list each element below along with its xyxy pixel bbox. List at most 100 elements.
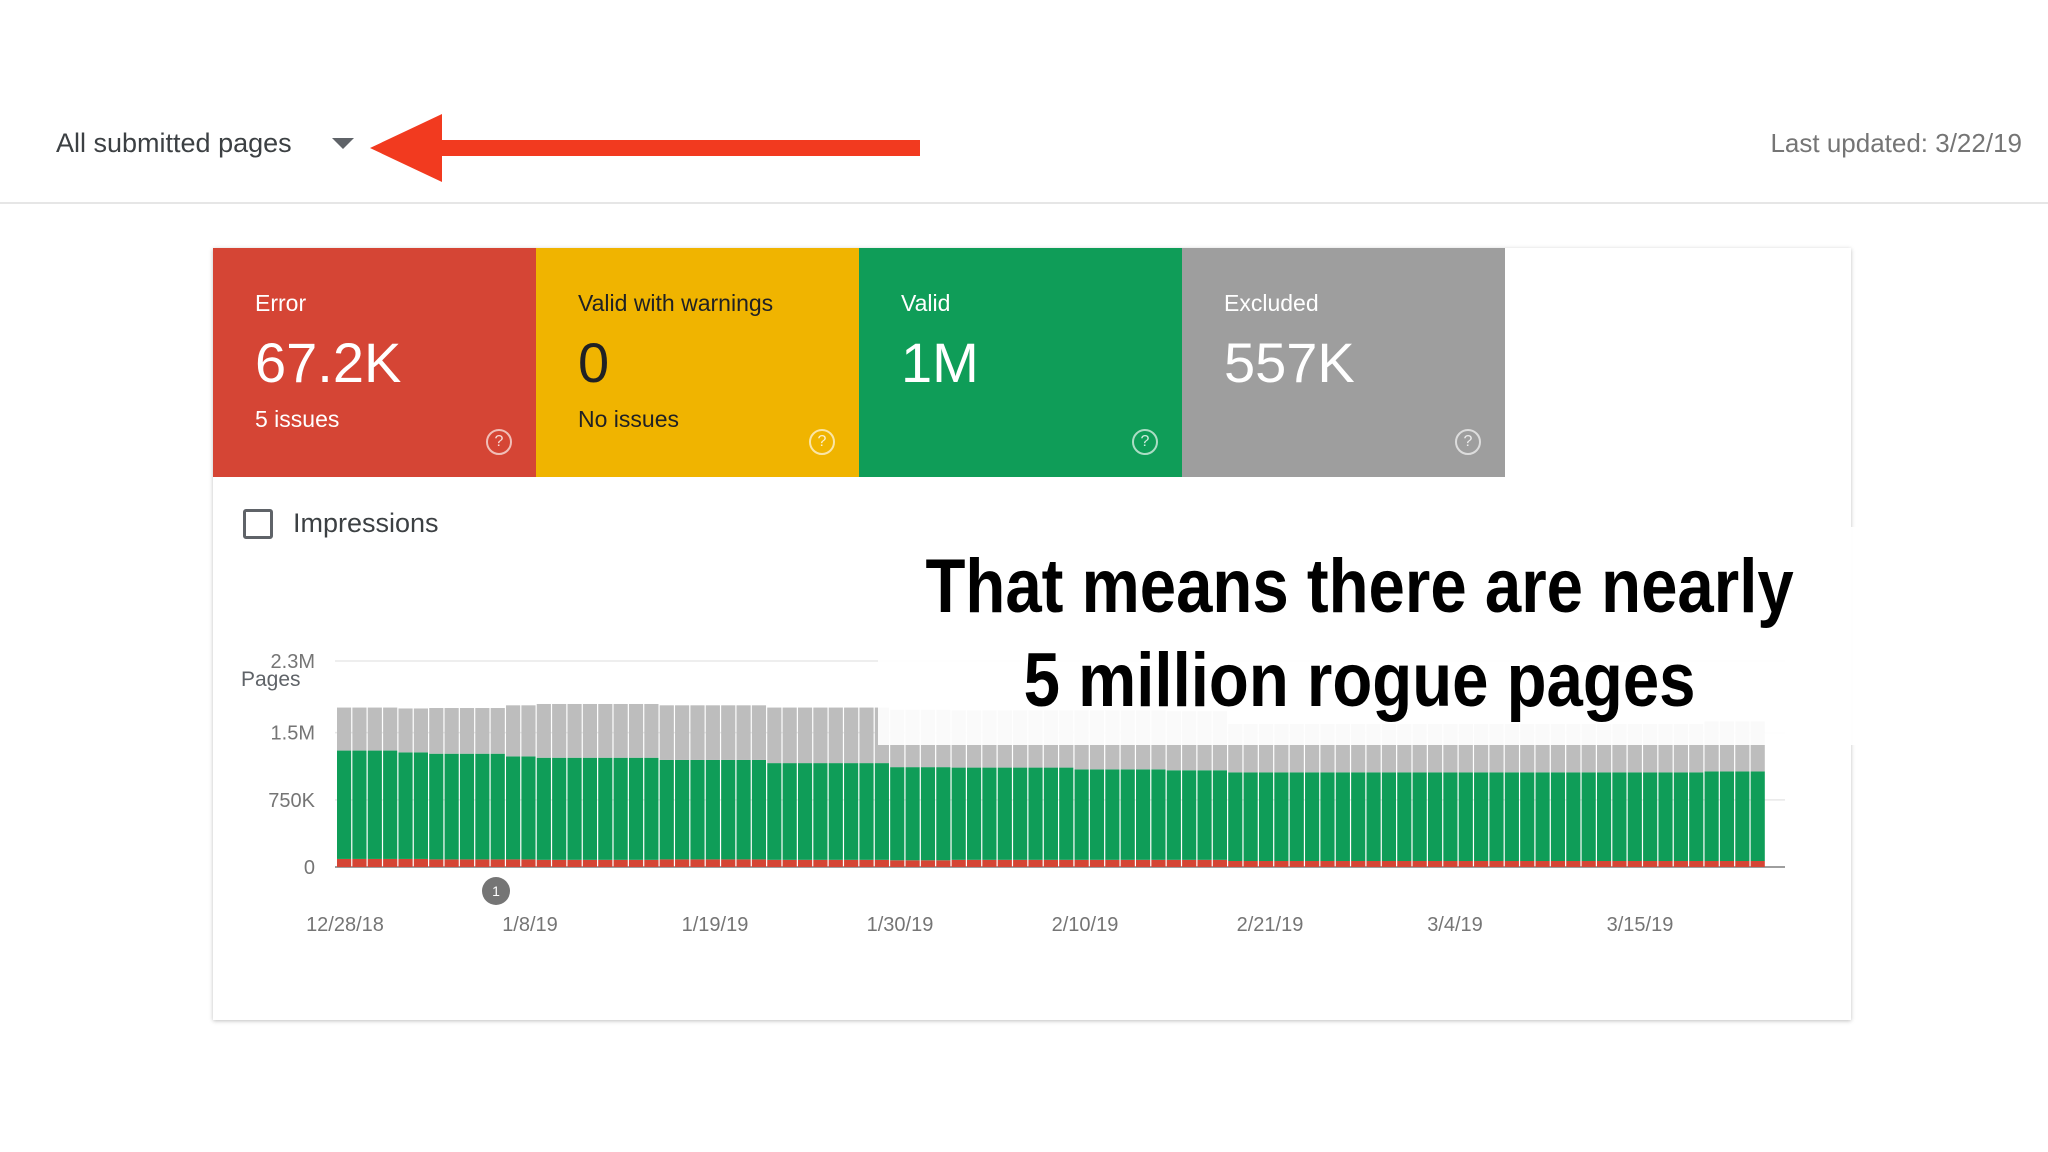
bar-error[interactable] [1520,861,1535,867]
bar-valid[interactable] [1612,772,1627,861]
bar-error[interactable] [506,859,521,867]
bar-valid[interactable] [905,767,920,861]
bar-valid[interactable] [475,753,490,860]
bar-valid[interactable] [459,753,475,860]
bar-valid[interactable] [1274,772,1289,861]
bar-error[interactable] [1658,861,1673,867]
bar-error[interactable] [690,859,705,867]
bar-valid[interactable] [1351,772,1366,861]
bar-error[interactable] [582,859,598,867]
bar-valid[interactable] [1013,767,1028,860]
bar-error[interactable] [1105,859,1120,867]
bar-valid[interactable] [920,767,936,861]
bar-valid[interactable] [1458,772,1473,861]
bar-valid[interactable] [1443,772,1458,861]
bar-valid[interactable] [1043,767,1058,860]
bar-valid[interactable] [613,757,628,860]
bar-error[interactable] [536,859,551,867]
bar-error[interactable] [1059,859,1074,867]
bar-valid[interactable] [1028,767,1043,860]
bar-excluded[interactable] [628,703,644,758]
bar-valid[interactable] [1381,772,1397,861]
help-icon[interactable]: ? [809,429,835,455]
bar-error[interactable] [1443,861,1458,867]
bar-valid[interactable] [1750,771,1765,861]
bar-valid[interactable] [982,767,997,860]
bar-excluded[interactable] [337,707,352,751]
bar-error[interactable] [905,860,920,867]
bar-excluded[interactable] [705,705,720,760]
bar-error[interactable] [475,859,490,867]
bar-valid[interactable] [736,759,751,860]
bar-excluded[interactable] [675,705,690,760]
bar-excluded[interactable] [367,707,382,751]
bar-valid[interactable] [1182,770,1197,860]
bar-valid[interactable] [1212,770,1228,860]
bar-error[interactable] [613,859,628,867]
bar-error[interactable] [797,859,813,867]
bar-valid[interactable] [1243,772,1258,861]
bar-error[interactable] [1305,861,1320,867]
bar-excluded[interactable] [459,708,475,754]
bar-valid[interactable] [398,752,413,859]
bar-valid[interactable] [1550,772,1566,861]
bar-valid[interactable] [598,757,613,860]
bar-error[interactable] [1120,859,1135,867]
bar-valid[interactable] [1719,771,1735,861]
tile-valid-with-warnings[interactable]: Valid with warnings 0 No issues ? [536,248,859,477]
bar-valid[interactable] [552,757,567,860]
bar-error[interactable] [1397,861,1412,867]
bar-error[interactable] [1381,861,1397,867]
bar-valid[interactable] [1689,772,1704,861]
bar-valid[interactable] [751,759,767,860]
bar-valid[interactable] [1166,770,1181,860]
bar-valid[interactable] [1089,769,1105,860]
bar-excluded[interactable] [598,703,613,758]
bar-valid[interactable] [1397,772,1412,861]
bar-valid[interactable] [828,763,843,860]
bar-valid[interactable] [1673,772,1688,861]
bar-excluded[interactable] [844,707,859,764]
bar-valid[interactable] [1105,769,1120,860]
tile-valid[interactable]: Valid 1M ? [859,248,1182,477]
bar-valid[interactable] [1489,772,1504,861]
bar-valid[interactable] [567,757,582,860]
bar-error[interactable] [1136,859,1151,867]
bar-excluded[interactable] [536,703,551,758]
bar-error[interactable] [1427,861,1443,867]
bar-valid[interactable] [1596,772,1612,861]
bar-valid[interactable] [1504,772,1519,861]
bar-error[interactable] [782,859,797,867]
bar-error[interactable] [1366,861,1381,867]
bar-error[interactable] [1258,861,1274,867]
tile-error[interactable]: Error 67.2K 5 issues ? [213,248,536,477]
bar-excluded[interactable] [582,703,598,758]
bar-valid[interactable] [1197,770,1212,860]
bar-excluded[interactable] [828,707,843,764]
bar-error[interactable] [659,859,674,867]
bar-valid[interactable] [1366,772,1381,861]
bar-error[interactable] [1750,861,1765,867]
bar-valid[interactable] [966,767,982,860]
bar-error[interactable] [1643,861,1658,867]
bar-excluded[interactable] [475,708,490,754]
bar-error[interactable] [1351,861,1366,867]
bar-error[interactable] [1704,861,1719,867]
bar-valid[interactable] [1151,769,1166,860]
bar-error[interactable] [567,859,582,867]
bar-error[interactable] [1581,861,1596,867]
bar-error[interactable] [1612,861,1627,867]
bar-excluded[interactable] [813,707,828,764]
bar-error[interactable] [1043,859,1058,867]
bar-error[interactable] [1228,861,1243,867]
bar-excluded[interactable] [797,707,813,764]
bar-valid[interactable] [1335,772,1350,861]
bar-valid[interactable] [813,763,828,860]
bar-error[interactable] [736,859,751,867]
bar-error[interactable] [1028,859,1043,867]
bar-error[interactable] [1182,859,1197,867]
bar-excluded[interactable] [521,705,536,757]
bar-valid[interactable] [337,750,352,859]
bar-excluded[interactable] [721,705,736,760]
bar-valid[interactable] [444,753,459,860]
